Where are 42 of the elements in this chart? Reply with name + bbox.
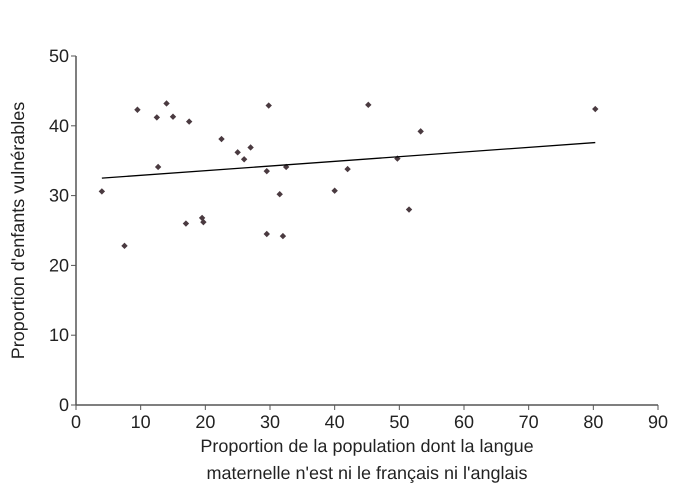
- point: [344, 166, 351, 172]
- point: [163, 100, 170, 107]
- x-tick-label: 30: [260, 412, 280, 432]
- point: [276, 191, 283, 198]
- y-tick-label: 40: [48, 116, 69, 136]
- point: [121, 242, 128, 250]
- point: [98, 188, 106, 195]
- x-tick-label: 10: [130, 412, 151, 432]
- x-tick-label: 20: [195, 412, 216, 432]
- x-tick-label: 0: [70, 412, 82, 432]
- y-tick-label: 50: [48, 46, 69, 66]
- point: [247, 144, 254, 151]
- point: [186, 118, 192, 125]
- point: [154, 114, 160, 121]
- x-tick-label: 80: [583, 412, 604, 432]
- x-tick-label: 90: [648, 412, 668, 432]
- point: [134, 106, 141, 113]
- point: [266, 102, 272, 109]
- point: [198, 214, 206, 222]
- x-tick-label: 70: [518, 412, 539, 432]
- point: [592, 106, 598, 112]
- point: [406, 206, 412, 213]
- y-axis-title: Proportion d'enfants vulnérables: [8, 102, 28, 360]
- point: [200, 218, 207, 226]
- point: [218, 136, 225, 142]
- x-tick-label: 50: [389, 412, 410, 432]
- point: [417, 128, 424, 135]
- x-tick-label: 60: [454, 412, 474, 432]
- point: [240, 156, 248, 163]
- point: [365, 102, 372, 108]
- x-axis-title: Proportion de la population dont la langue maternelle n'est ni le français ni l'anglais: [200, 436, 534, 483]
- point: [264, 168, 270, 174]
- point: [182, 220, 190, 227]
- y-tick-label: 10: [48, 325, 69, 346]
- point: [154, 164, 162, 170]
- point: [331, 188, 338, 194]
- point: [234, 149, 241, 156]
- x-tick-label: 40: [324, 412, 345, 432]
- y-tick-label: 20: [48, 255, 69, 276]
- point: [280, 232, 286, 240]
- y-tick-label: 0: [58, 395, 69, 415]
- y-tick-label: 30: [48, 186, 69, 206]
